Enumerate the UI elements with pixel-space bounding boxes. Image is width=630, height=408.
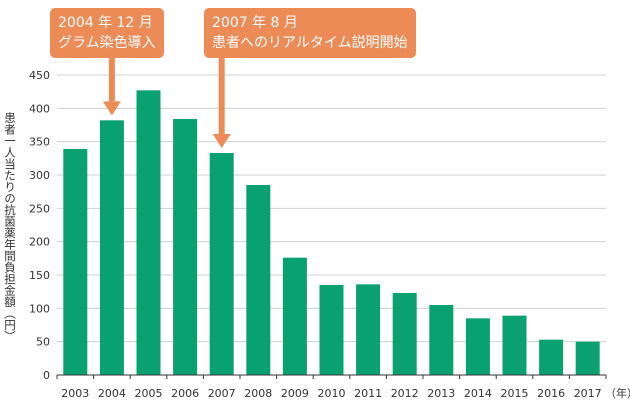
arrow-head (102, 101, 121, 116)
bar-series (63, 90, 600, 375)
x-axis-ticks: 2003 2004 2005 2006 2007 2008 2009 2010 2011 2012… (56, 375, 607, 400)
y-tick-label: 50 (36, 336, 50, 349)
x-tick-label: 2015 (501, 387, 529, 400)
x-tick-label: 2011 (354, 387, 382, 400)
bar-2013 (429, 305, 454, 375)
x-tick-label: 2004 (98, 387, 126, 400)
x-tick-label: 2017 (574, 387, 602, 400)
callout-text: グラム染色導入 (58, 35, 156, 51)
y-tick-label: 450 (29, 69, 50, 82)
y-tick-label: 200 (29, 236, 50, 249)
x-tick-label: 2009 (281, 387, 309, 400)
y-axis-ticks: 0 50 100 150 200 250 300 350 400 450 (29, 69, 50, 382)
bar-2010 (319, 285, 344, 375)
arrow-shaft (218, 56, 225, 134)
callout-arrows (102, 56, 231, 148)
arrow-head (212, 134, 231, 148)
y-tick-label: 150 (29, 269, 50, 282)
callout-gram-stain: 2004 年 12 月 グラム染色導入 (50, 8, 164, 58)
bar-2015 (502, 315, 527, 375)
bar-2009 (282, 257, 307, 375)
bar-2012 (392, 293, 417, 375)
y-axis-label: 患者一人当たりの抗菌薬年間負担金額（円） (3, 112, 17, 342)
y-tick-label: 0 (43, 369, 50, 382)
arrow-shaft (108, 56, 115, 102)
callout-realtime-explanation: 2007 年 8 月 患者へのリアルタイム説明開始 (204, 8, 416, 58)
bar-2017 (575, 341, 600, 375)
x-tick-label: 2013 (427, 387, 455, 400)
x-tick-label: 2007 (208, 387, 236, 400)
x-tick-label: 2005 (135, 387, 163, 400)
x-tick-label: 2010 (318, 387, 346, 400)
bar-2011 (356, 284, 381, 375)
x-tick-label: 2014 (464, 387, 492, 400)
callout-date: 2007 年 8 月 (212, 15, 298, 31)
callout-date: 2004 年 12 月 (58, 15, 153, 31)
y-tick-label: 400 (29, 102, 50, 115)
bar-2007 (209, 153, 234, 375)
y-tick-label: 350 (29, 136, 50, 149)
bar-2014 (465, 318, 490, 375)
callout-text: 患者へのリアルタイム説明開始 (212, 35, 408, 51)
y-tick-label: 100 (29, 302, 50, 315)
bar-2004 (99, 120, 124, 375)
y-tick-label: 250 (29, 202, 50, 215)
x-tick-label: 2016 (537, 387, 565, 400)
x-axis-unit: （年） (605, 386, 630, 400)
bar-2006 (173, 119, 198, 375)
y-tick-label: 300 (29, 169, 50, 182)
bar-2008 (246, 185, 271, 375)
bar-2005 (136, 90, 161, 375)
x-tick-label: 2012 (391, 387, 419, 400)
x-tick-label: 2003 (61, 387, 89, 400)
bar-2003 (63, 149, 88, 375)
bar-2016 (539, 339, 564, 375)
x-tick-label: 2006 (171, 387, 199, 400)
x-tick-label: 2008 (244, 387, 272, 400)
